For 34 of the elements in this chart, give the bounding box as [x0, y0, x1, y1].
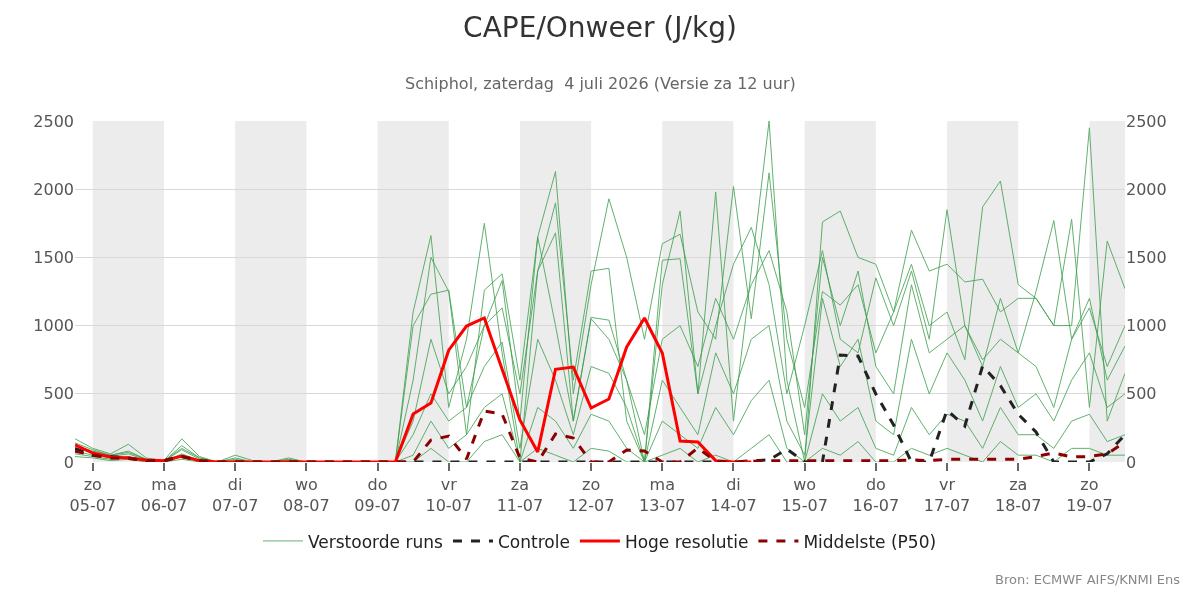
y2-tick-label: 1500	[1126, 248, 1167, 267]
y-tick-label: 0	[63, 452, 74, 472]
y2-tick-label: 1000	[1126, 316, 1167, 336]
y2-tick-label: 0	[1126, 452, 1137, 472]
x-tick-label: za 18-07	[994, 475, 1042, 515]
x-tick-label: do 09-07	[354, 475, 401, 515]
legend-label: Controle	[497, 531, 570, 552]
x-tick-label: zo 19-07	[1066, 475, 1113, 515]
x-tick-label: ma 06-07	[140, 475, 188, 515]
x-tick-label: vr 10-07	[425, 475, 472, 515]
x-tick-label: di 14-07	[710, 475, 757, 515]
y-tick-label: 500	[43, 384, 74, 404]
chart-title: CAPE/Onweer (J/kg)	[463, 10, 737, 44]
text: Bron: ECMWF AIFS/KNMI Ens	[995, 572, 1181, 587]
legend-label: Verstoorde runs	[308, 531, 443, 552]
chart-subtitle: Schiphol, zaterdag 4 juli 2026 (Versie za 12 uur)	[405, 74, 796, 93]
legend-label: Hoge resolutie	[624, 531, 749, 552]
y-tick-label: 2000	[33, 179, 74, 199]
x-tick-label: wo 15-07	[781, 475, 828, 515]
x-tick-label: za 11-07	[496, 475, 544, 515]
x-tick-label: ma 13-07	[639, 475, 686, 515]
x-tick-label: do 16-07	[852, 475, 900, 515]
x-tick-label: zo 12-07	[567, 475, 615, 515]
x-tick-label: vr 17-07	[923, 475, 971, 515]
x-tick-label: di 07-07	[211, 475, 259, 515]
x-tick-label: wo 08-07	[283, 475, 330, 515]
y-tick-label: 1000	[33, 316, 74, 336]
y-tick-label: 2500	[33, 111, 74, 131]
y-tick-label: 1500	[33, 248, 74, 267]
y2-tick-label: 2000	[1126, 179, 1167, 199]
y2-tick-label: 500	[1126, 384, 1157, 404]
legend-label: Middelste (P50)	[803, 531, 937, 552]
x-tick-label: zo 05-07	[69, 475, 117, 515]
y2-tick-label: 2500	[1126, 111, 1167, 131]
